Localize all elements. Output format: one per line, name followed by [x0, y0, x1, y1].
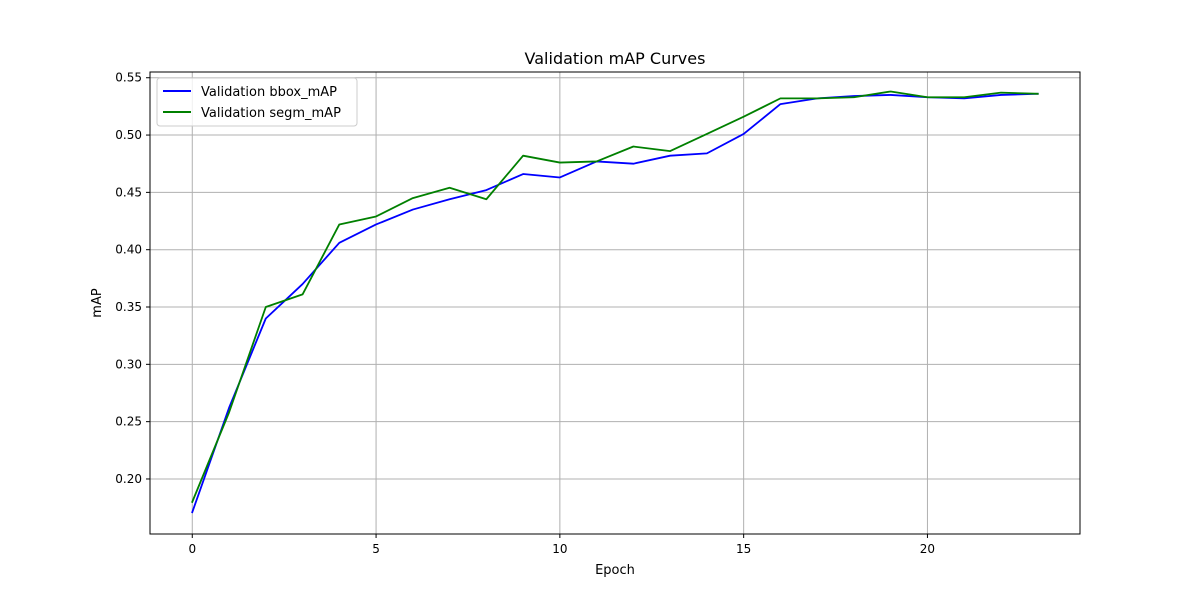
x-axis-ticks: 0 5 10 15 20 [188, 534, 935, 556]
x-tick-label: 10 [552, 542, 567, 556]
series-segm-map [191, 90, 1039, 504]
x-tick-label: 15 [736, 542, 751, 556]
y-axis-ticks: 0.20 0.25 0.30 0.35 0.40 0.45 0.50 0.55 [115, 71, 150, 486]
y-tick-label: 0.30 [115, 357, 142, 371]
legend: Validation bbox_mAP Validation segm_mAP [156, 77, 358, 127]
legend-box [156, 77, 358, 127]
x-tick-label: 0 [188, 542, 196, 556]
legend-label-segm: Validation segm_mAP [201, 106, 341, 121]
y-axis-label: mAP [90, 288, 105, 318]
y-tick-label: 0.20 [115, 472, 142, 486]
series-lines [191, 90, 1039, 514]
plot-area [150, 72, 1080, 534]
series-bbox-map [191, 92, 1039, 514]
x-tick-label: 20 [920, 542, 935, 556]
y-tick-label: 0.50 [115, 128, 142, 142]
y-tick-label: 0.55 [115, 71, 142, 85]
series-line [191, 92, 1039, 514]
plot-frame [149, 71, 1081, 535]
chart-title: Validation mAP Curves [525, 49, 706, 68]
y-tick-label: 0.45 [115, 185, 142, 199]
series-line [191, 90, 1039, 504]
legend-label-bbox: Validation bbox_mAP [201, 85, 337, 100]
y-tick-label: 0.35 [115, 300, 142, 314]
grid-lines [150, 72, 1080, 534]
x-tick-label: 5 [372, 542, 380, 556]
y-tick-label: 0.40 [115, 243, 142, 257]
y-tick-label: 0.25 [115, 415, 142, 429]
x-axis-label: Epoch [595, 563, 635, 578]
